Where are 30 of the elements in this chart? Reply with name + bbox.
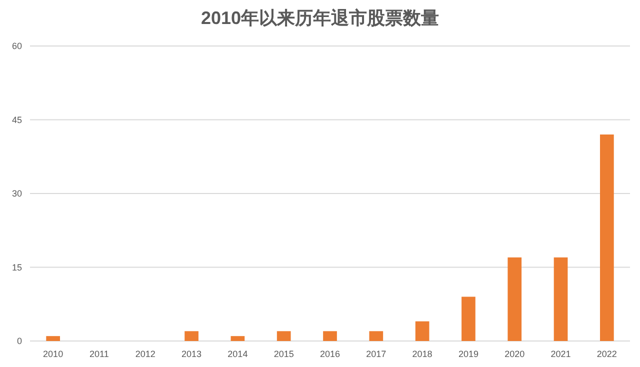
bar: [230, 336, 245, 341]
y-tick-label: 0: [16, 336, 22, 346]
bar: [554, 257, 568, 341]
x-tick-label: 2017: [366, 349, 386, 359]
bar: [462, 296, 476, 341]
x-tick-label: 2021: [550, 349, 571, 359]
x-tick-label: 2010: [43, 349, 64, 359]
bar: [46, 336, 60, 341]
x-tick-label: 2019: [458, 349, 478, 359]
bar: [369, 331, 384, 341]
bar: [184, 331, 198, 341]
x-tick-label: 2020: [504, 349, 525, 359]
x-tick-label: 2015: [274, 349, 294, 359]
x-tick-label: 2012: [135, 349, 156, 359]
bar: [415, 321, 430, 341]
y-tick-label: 45: [12, 114, 22, 125]
bar: [276, 331, 291, 341]
chart-title: 2010年以来历年退市股票数量: [200, 8, 440, 28]
x-tick-label: 2014: [228, 349, 248, 359]
bar: [600, 134, 614, 341]
x-tick-label: 2013: [182, 349, 202, 359]
x-tick-label: 2011: [90, 349, 109, 359]
bar: [323, 331, 337, 341]
y-tick-label: 60: [12, 41, 22, 51]
x-tick-label: 2018: [412, 349, 432, 359]
x-tick-label: 2016: [320, 349, 340, 359]
bar: [508, 257, 522, 341]
x-tick-label: 2022: [596, 349, 617, 359]
y-tick-label: 15: [12, 262, 22, 272]
y-tick-label: 30: [12, 188, 22, 198]
